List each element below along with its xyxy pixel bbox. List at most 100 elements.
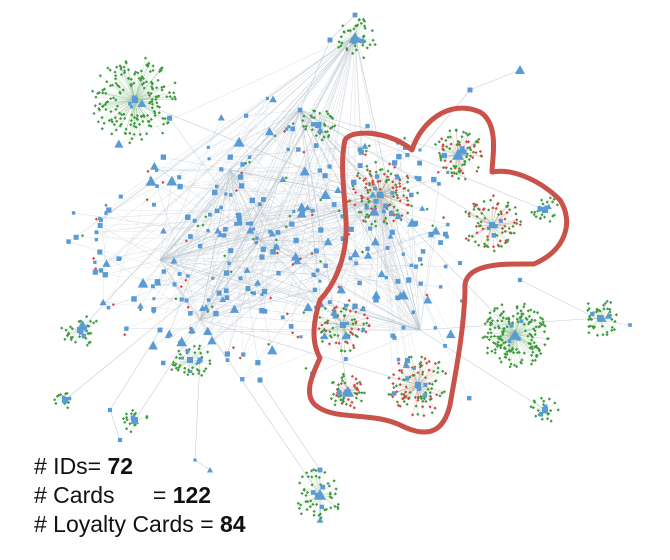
green-diamond-node	[509, 231, 513, 235]
green-diamond-node	[498, 344, 502, 348]
blue-square-node	[176, 336, 188, 347]
green-diamond-node	[300, 475, 305, 479]
edge	[159, 231, 271, 261]
green-diamond-node	[57, 393, 61, 397]
blue-square-node	[296, 202, 307, 212]
green-diamond-node	[114, 81, 118, 85]
edge	[338, 224, 448, 269]
green-diamond-node	[362, 322, 366, 326]
blue-square-node	[334, 186, 342, 194]
edge	[199, 128, 287, 321]
blue-square-node	[314, 489, 326, 500]
red-dot-node	[369, 174, 373, 178]
green-diamond-node	[479, 220, 483, 224]
red-dot-node	[475, 231, 479, 235]
blue-square-node	[365, 123, 370, 129]
green-diamond-node	[359, 399, 364, 403]
green-diamond-node	[163, 116, 167, 121]
green-diamond-node	[432, 369, 436, 373]
green-diamond-node	[542, 215, 547, 219]
blue-square-node	[73, 234, 79, 240]
blue-square-node	[97, 249, 103, 255]
green-diamond-node	[129, 123, 133, 127]
blue-square-node	[98, 268, 104, 273]
red-dot-node	[475, 169, 479, 173]
blue-square-node	[313, 248, 319, 254]
green-diamond-node	[312, 116, 316, 120]
blue-square-node	[460, 146, 465, 151]
green-diamond-node	[532, 341, 536, 345]
blue-square-node	[396, 357, 401, 362]
blue-square-node	[340, 214, 345, 219]
blue-square-node	[222, 233, 227, 238]
blue-square-node	[188, 326, 196, 334]
green-diamond-node	[434, 379, 438, 383]
green-diamond-node	[538, 316, 543, 320]
green-diamond-node	[586, 308, 590, 312]
green-diamond-node	[109, 97, 113, 101]
green-diamond-node	[500, 312, 504, 316]
red-dot-node	[478, 149, 482, 154]
red-dot-node	[512, 220, 516, 225]
green-diamond-node	[131, 408, 135, 412]
green-diamond-node	[506, 201, 510, 205]
green-diamond-node	[199, 351, 203, 355]
green-diamond-node	[488, 321, 493, 325]
green-diamond-node	[197, 347, 201, 351]
green-diamond-node	[503, 340, 508, 344]
green-diamond-node	[421, 370, 425, 374]
edge	[379, 199, 408, 361]
green-diamond-node	[542, 399, 546, 403]
green-diamond-node	[612, 328, 617, 332]
green-diamond-node	[493, 351, 497, 355]
green-diamond-node	[296, 501, 300, 506]
edge	[226, 290, 421, 331]
green-diamond-node	[553, 401, 557, 405]
edge	[142, 34, 356, 284]
green-diamond-node	[159, 67, 163, 71]
green-diamond-node	[342, 314, 346, 318]
green-diamond-node	[186, 373, 190, 377]
green-diamond-node	[407, 396, 411, 400]
edge	[229, 169, 423, 209]
green-diamond-node	[530, 338, 534, 342]
red-dot-node	[238, 356, 242, 360]
green-diamond-node	[530, 347, 535, 351]
green-diamond-node	[486, 331, 490, 335]
red-dot-node	[310, 251, 314, 256]
edge	[159, 215, 399, 261]
edge	[158, 175, 326, 284]
edge	[247, 269, 387, 278]
edge	[158, 34, 356, 284]
edge	[379, 199, 399, 360]
green-diamond-node	[309, 499, 313, 503]
green-diamond-node	[123, 420, 127, 424]
blue-square-node	[217, 114, 225, 121]
blue-square-node	[223, 226, 228, 232]
green-diamond-node	[601, 333, 605, 337]
blue-square-node	[260, 293, 264, 297]
green-diamond-node	[402, 399, 406, 404]
red-dot-node	[378, 187, 382, 191]
red-dot-node	[496, 243, 500, 247]
red-dot-node	[351, 187, 356, 191]
green-diamond-node	[174, 362, 178, 366]
green-diamond-node	[299, 503, 303, 507]
green-diamond-node	[304, 124, 308, 129]
green-diamond-node	[97, 106, 101, 111]
green-diamond-node	[223, 254, 227, 258]
green-diamond-node	[418, 362, 422, 366]
green-diamond-node	[331, 326, 335, 330]
green-diamond-node	[587, 318, 591, 322]
red-dot-node	[332, 306, 337, 310]
green-diamond-node	[137, 122, 142, 126]
blue-square-node	[396, 153, 402, 160]
green-diamond-node	[341, 398, 345, 402]
green-diamond-node	[314, 474, 318, 478]
blue-square-node	[211, 276, 215, 280]
green-diamond-node	[165, 95, 169, 99]
blue-square-node	[177, 183, 183, 190]
green-diamond-node	[88, 340, 92, 344]
red-dot-node	[406, 397, 411, 401]
red-dot-node	[337, 209, 341, 213]
